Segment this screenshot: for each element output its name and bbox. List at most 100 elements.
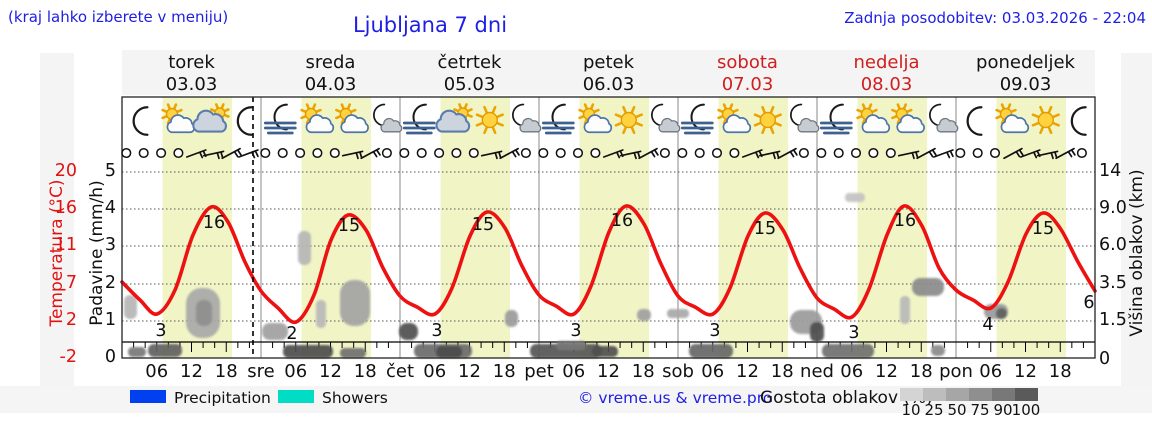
- wind-barb-icon: [499, 147, 520, 160]
- wind-barb-icon: [777, 147, 798, 160]
- wind-barb-icon: [1003, 147, 1024, 160]
- wind-barb-icon: [1036, 150, 1059, 160]
- last-update-label: Zadnja posodobitev: 03.03.2026 - 22:04: [844, 9, 1146, 27]
- wind-calm-icon: [816, 147, 827, 159]
- xlabel-day2-06: 06: [423, 361, 447, 382]
- day-header-sreda: sreda 04.03: [261, 52, 400, 95]
- plot-frame: [121, 96, 1096, 359]
- xlabel-day3-18: 18: [631, 361, 655, 382]
- wind-barb-icon: [202, 150, 225, 160]
- wind-calm-icon: [868, 147, 879, 159]
- xlabel-day0-18: 18: [214, 361, 238, 382]
- day-header-band: [122, 50, 1095, 95]
- wind-calm-icon: [451, 147, 462, 159]
- temp-value-label: 3: [570, 321, 581, 341]
- density-seg-100: [1015, 388, 1038, 401]
- cloud-cover-blobs: [124, 193, 1008, 358]
- density-seg-25: [923, 388, 946, 401]
- temp-tick-16: 16: [54, 198, 77, 218]
- cloud-sun-icon: [435, 103, 473, 133]
- sun-cloud-icon: [161, 103, 196, 134]
- copyright-link[interactable]: © vreme.us & vreme.pro: [578, 389, 773, 407]
- day-name: torek: [168, 52, 215, 73]
- precipitation-legend-label: Precipitation: [174, 389, 271, 407]
- wind-calm-icon: [138, 147, 149, 159]
- wind-calm-icon: [972, 147, 983, 159]
- cloud-blob: [996, 308, 1007, 319]
- day-date: 07.03: [721, 73, 774, 95]
- day-date: 06.03: [582, 73, 635, 95]
- temp-value-label: 3: [848, 323, 859, 343]
- wind-calm-icon: [173, 147, 184, 159]
- right-axis-band: [1121, 53, 1152, 386]
- fog-moon-icon: [263, 103, 297, 135]
- density-seg-10: [900, 388, 923, 401]
- wind-calm-icon: [798, 147, 809, 159]
- xlabel-sob: sob: [662, 361, 694, 382]
- cloudkm-tick-1.5: 1.5: [1099, 310, 1127, 330]
- wind-calm-icon: [538, 147, 549, 159]
- day-name: četrtek: [437, 52, 502, 73]
- cloud-density-legend-label: Gostota oblakov (%): [760, 388, 933, 408]
- wind-calm-icon: [955, 147, 966, 159]
- wind-calm-icon: [989, 147, 1001, 159]
- sun-icon: [614, 105, 643, 135]
- wind-calm-icon: [850, 147, 862, 159]
- wind-barb-icon: [341, 150, 364, 160]
- cloud-blob: [262, 323, 288, 340]
- temp-value-label: 15: [1032, 219, 1054, 239]
- density-seg-90: [992, 388, 1015, 401]
- wind-calm-icon: [468, 147, 479, 159]
- sun-icon: [475, 105, 504, 135]
- xlabel-pon: pon: [939, 361, 973, 382]
- sun-cloud-icon: [856, 103, 891, 134]
- legend-row: Precipitation Showers © vreme.us & vreme…: [0, 386, 1152, 419]
- page-title: Ljubljana 7 dni: [352, 13, 508, 37]
- temp-value-label: 3: [431, 321, 442, 341]
- xlabel-day5-12: 12: [875, 361, 898, 382]
- temperature-curve: [120, 204, 1097, 325]
- wind-barb-icon: [758, 150, 781, 160]
- cloud-blob: [340, 348, 366, 358]
- precip-tick-3: 3: [104, 235, 116, 255]
- day-header-sobota: sobota 07.03: [678, 52, 817, 95]
- xlabel-day6-18: 18: [1048, 361, 1072, 382]
- cloud-blob: [931, 345, 945, 356]
- xlabel-day1-12: 12: [319, 361, 342, 382]
- xlabel-day1-18: 18: [353, 361, 377, 382]
- cloud-blob: [912, 278, 944, 296]
- xlabel-day6-06: 06: [979, 361, 1003, 382]
- xlabel-čet: čet: [385, 361, 415, 382]
- precip-tick-1: 1: [104, 310, 116, 330]
- cloud-blob: [283, 345, 333, 358]
- temp-value-label: 4: [982, 315, 993, 335]
- xlabel-pet: pet: [524, 361, 554, 382]
- sun-cloud-icon: [717, 103, 752, 134]
- density-tick-50: 50: [947, 401, 967, 419]
- menu-hint: (kraj lahko izberete v meniju): [8, 8, 229, 26]
- cloud-blob: [399, 323, 418, 340]
- cloudkm-tick-3.5: 3.5: [1099, 273, 1127, 293]
- xlabel-day3-12: 12: [597, 361, 620, 382]
- wind-calm-icon: [121, 147, 132, 159]
- cloud-blob: [436, 346, 462, 358]
- temp-tick-2: 2: [65, 310, 77, 330]
- wind-calm-icon: [434, 147, 445, 159]
- temp-value-label: 3: [709, 321, 720, 341]
- xlabel-day3-06: 06: [562, 361, 586, 382]
- temp-value-label: 15: [472, 215, 494, 235]
- cloud-blob: [900, 296, 910, 324]
- wind-calm-icon: [295, 147, 306, 159]
- precip-tick-0: 0: [104, 347, 116, 367]
- density-tick-10: 10: [901, 401, 921, 419]
- wind-calm-icon: [416, 147, 427, 159]
- cloud-blob: [810, 322, 824, 342]
- cloud-blob: [316, 300, 326, 328]
- day-name: nedelja: [853, 52, 920, 73]
- cloud-blob: [128, 347, 146, 357]
- sun-icon: [753, 105, 782, 135]
- density-seg-50: [946, 388, 969, 401]
- day-header-petek: petek 06.03: [539, 52, 678, 95]
- xlabel-day4-06: 06: [701, 361, 725, 382]
- precip-tick-2: 2: [104, 273, 116, 293]
